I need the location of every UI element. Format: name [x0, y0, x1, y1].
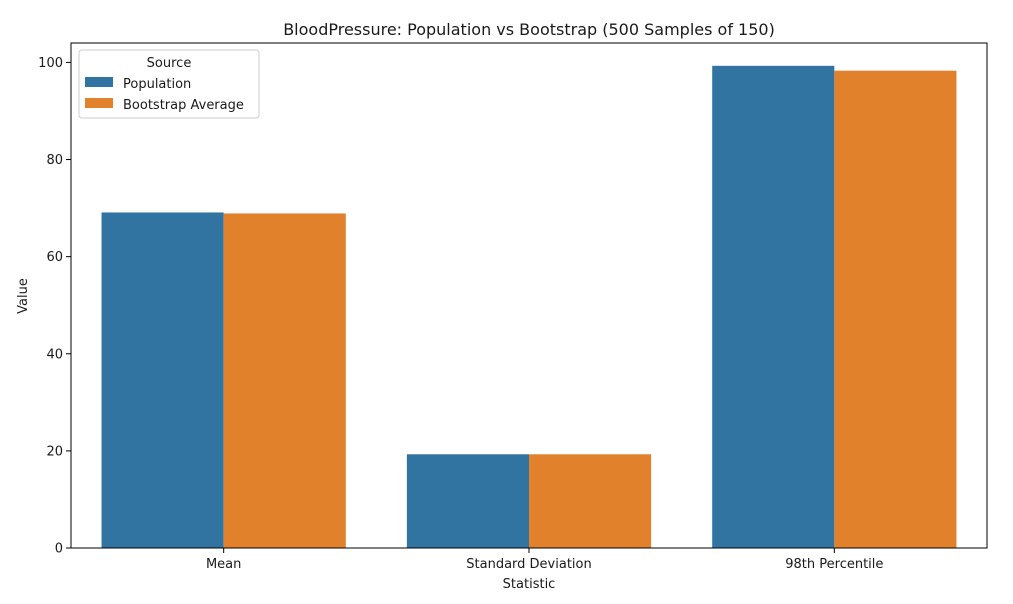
x-tick-label: 98th Percentile [785, 557, 883, 572]
y-tick-label: 40 [46, 347, 63, 362]
chart-title: BloodPressure: Population vs Bootstrap (… [283, 20, 775, 39]
legend-box [78, 49, 260, 119]
legend-swatch-population [85, 77, 113, 87]
y-tick-label: 60 [46, 250, 63, 265]
y-tick-label: 20 [46, 444, 63, 459]
y-tick-label: 80 [46, 153, 63, 168]
x-tick-label: Mean [206, 557, 241, 572]
y-tick-label: 100 [38, 56, 63, 71]
x-tick-label: Standard Deviation [466, 557, 591, 572]
bar-population-98th-percentile [712, 65, 835, 548]
bar-population-mean [101, 212, 224, 548]
y-tick-label: 0 [55, 542, 63, 557]
legend-label-bootstrap: Bootstrap Average [123, 98, 244, 113]
bar-bootstrap-average-mean [223, 213, 346, 548]
legend-label-population: Population [123, 77, 191, 92]
bars-layer [101, 65, 957, 548]
legend: Source Population Bootstrap Average [78, 49, 260, 119]
legend-swatch-bootstrap [85, 98, 113, 108]
bar-population-standard-deviation [406, 454, 529, 548]
bar-bootstrap-average-98th-percentile [834, 70, 957, 548]
bar-bootstrap-average-standard-deviation [529, 454, 652, 548]
x-axis: Mean Standard Deviation 98th Percentile [206, 548, 883, 572]
legend-title: Source [147, 56, 192, 71]
y-axis: 0 20 40 60 80 100 [38, 56, 71, 557]
y-axis-label: Value [16, 278, 31, 314]
x-axis-label: Statistic [503, 577, 556, 592]
